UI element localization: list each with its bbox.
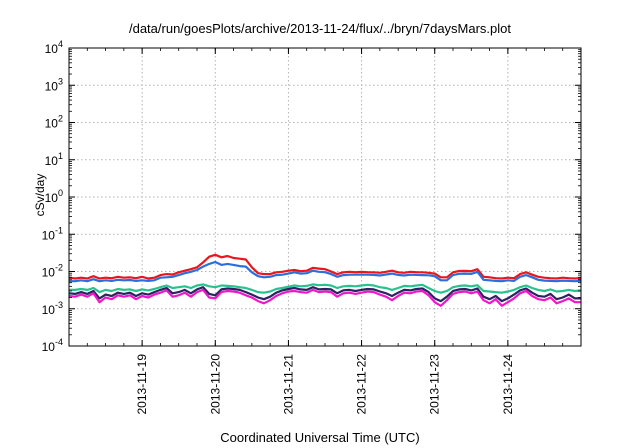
series-line-5 xyxy=(68,288,581,307)
series-line-2 xyxy=(69,260,582,283)
x-tick-label: 2013-11-21 xyxy=(281,354,295,415)
series-lines xyxy=(68,253,582,307)
series-line-3 xyxy=(69,283,582,294)
chart-title: /data/run/goesPlots/archive/2013-11-24/f… xyxy=(128,21,512,36)
x-tick-label: 2013-11-20 xyxy=(208,354,222,415)
y-tick-label: 100 xyxy=(45,188,63,205)
y-tick-label: 102 xyxy=(45,114,63,131)
y-tick-label: 10-3 xyxy=(42,300,63,317)
tick-labels: 10-4 10-3 10-2 10-1 100 101 102 103 104 2013-11-1… xyxy=(42,39,515,415)
grid xyxy=(69,48,581,346)
axis-ticks xyxy=(69,47,581,347)
series-line-4 xyxy=(68,286,581,303)
y-tick-label: 10-2 xyxy=(42,263,63,280)
y-tick-label: 101 xyxy=(45,151,63,168)
x-axis-label: Coordinated Universal Time (UTC) xyxy=(220,430,420,445)
y-tick-label: 104 xyxy=(45,39,63,56)
x-tick-label: 2013-11-23 xyxy=(428,354,442,415)
x-tick-label: 2013-11-22 xyxy=(355,354,369,415)
x-tick-label: 2013-11-19 xyxy=(135,354,149,415)
series-line-1 xyxy=(68,253,582,280)
y-tick-label: 10-1 xyxy=(42,225,63,242)
y-tick-label: 103 xyxy=(45,76,63,93)
x-tick-label: 2013-11-24 xyxy=(501,354,515,415)
y-tick-label: 10-4 xyxy=(42,337,63,354)
